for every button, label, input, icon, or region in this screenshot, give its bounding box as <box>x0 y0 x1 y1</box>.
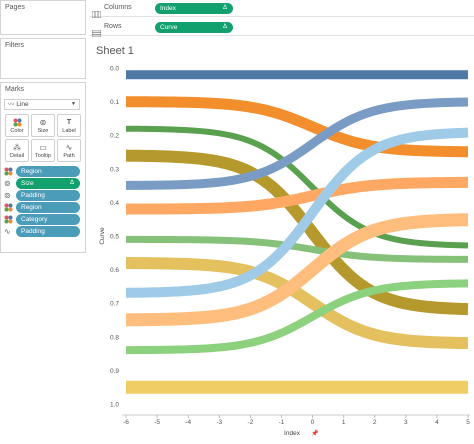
curve-line-4[interactable] <box>125 149 469 316</box>
region-pill[interactable]: Region <box>16 166 80 177</box>
padding-pill[interactable]: Padding <box>16 190 80 201</box>
marks-field-category[interactable]: Category <box>4 214 80 225</box>
curve-line-10[interactable] <box>125 213 469 327</box>
index-pill[interactable]: Index Δ <box>155 3 233 14</box>
size-button[interactable]: ⊚ Size <box>31 114 55 137</box>
color-icon <box>4 167 13 176</box>
color-icon <box>4 215 13 224</box>
color-button-label: Color <box>10 128 24 134</box>
path-button[interactable]: ∿ Path <box>57 139 81 162</box>
x-tick-label: 5 <box>466 419 470 426</box>
mark-type-label: Line <box>16 101 29 108</box>
curve-line-11[interactable] <box>125 279 469 355</box>
detail-button[interactable]: ⁂ Detail <box>5 139 29 162</box>
label-button-label: Label <box>62 128 76 134</box>
tooltip-icon: ▭ <box>39 143 47 152</box>
x-tick-label: -6 <box>123 419 129 426</box>
x-tick-label: 0 <box>311 419 315 426</box>
rows-shelf[interactable]: Rows Curve Δ <box>89 19 474 38</box>
y-tick-label: 0.9 <box>110 368 119 375</box>
marks-field-region-color[interactable]: Region <box>4 166 80 177</box>
x-tick-label: -1 <box>279 419 285 426</box>
tooltip-button[interactable]: ▭ Tooltip <box>31 139 55 162</box>
curve-line-7[interactable] <box>126 235 469 263</box>
chevron-down-icon: ▼ <box>71 101 76 107</box>
marks-field-size[interactable]: ⊚ Size Δ <box>4 178 80 189</box>
delta-icon: Δ <box>222 5 227 11</box>
marks-field-region-detail[interactable]: Region <box>4 202 80 213</box>
sheet-title: Sheet 1 <box>96 45 134 57</box>
curve-line-2[interactable] <box>125 96 469 158</box>
y-tick-label: 0.7 <box>110 301 119 308</box>
color-icon <box>6 118 28 127</box>
x-axis: -6 -5 -4 -3 -2 -1 0 1 2 3 4 5 <box>123 415 470 426</box>
color-button[interactable]: Color <box>5 114 29 137</box>
detail-icon: ⁂ <box>13 143 21 152</box>
label-button[interactable]: T Label <box>57 114 81 137</box>
x-tick-label: -3 <box>216 419 222 426</box>
path-icon: ∿ <box>65 143 73 152</box>
y-tick-label: 0.1 <box>110 99 119 106</box>
x-tick-label: -2 <box>247 419 253 426</box>
curve-line-8[interactable] <box>125 257 469 350</box>
index-pill-label: Index <box>160 5 176 12</box>
label-icon: T <box>66 119 72 126</box>
y-tick-label: 0.2 <box>110 133 119 140</box>
pages-panel[interactable]: Pages <box>0 0 86 35</box>
y-tick-label: 0.3 <box>110 166 119 173</box>
columns-label: Columns <box>104 4 132 11</box>
y-tick-label: 1.0 <box>110 402 119 409</box>
x-tick-label: 3 <box>404 419 408 426</box>
mark-type-dropdown[interactable]: 〰 Line ▼ <box>4 99 80 110</box>
line-mark-icon: 〰 <box>8 101 15 108</box>
path-icon: ∿ <box>4 227 11 236</box>
pages-title: Pages <box>5 4 25 11</box>
region-pill[interactable]: Region <box>16 202 80 213</box>
y-tick-label: 0.0 <box>110 66 119 73</box>
x-tick-label: 1 <box>342 419 346 426</box>
size-pill-label: Size <box>21 180 34 187</box>
size-icon: ⊚ <box>4 191 11 200</box>
x-tick-label: -4 <box>185 419 191 426</box>
path-button-label: Path <box>63 153 75 159</box>
y-axis-label: Curve <box>99 227 106 245</box>
columns-shelf[interactable]: Columns Index Δ <box>89 0 474 19</box>
x-axis-label: Index <box>284 430 301 437</box>
x-tick-label: 2 <box>373 419 377 426</box>
curve-line-3[interactable] <box>125 125 469 249</box>
size-pill[interactable]: Size Δ <box>16 178 80 189</box>
y-tick-label: 0.5 <box>110 234 119 241</box>
x-tick-label: -5 <box>154 419 160 426</box>
category-pill[interactable]: Category <box>16 214 80 225</box>
filters-title: Filters <box>5 42 25 49</box>
curve-line-5[interactable] <box>125 97 469 190</box>
filters-panel[interactable]: Filters <box>0 38 86 79</box>
delta-icon: Δ <box>69 180 74 186</box>
size-icon: ⊚ <box>4 179 11 188</box>
curve-pill[interactable]: Curve Δ <box>155 22 233 33</box>
x-tick-label: 4 <box>435 419 439 426</box>
x-axis-pin-icon: 📌 <box>311 429 319 437</box>
size-icon: ⊚ <box>39 118 47 127</box>
y-tick-label: 0.6 <box>110 267 119 274</box>
y-axis: 0.0 0.1 0.2 0.3 0.4 0.5 0.6 0.7 0.8 0.9 1.0 <box>110 66 119 409</box>
detail-button-label: Detail <box>9 153 25 159</box>
curve-pill-label: Curve <box>160 24 178 31</box>
curve-line-9[interactable] <box>125 127 469 298</box>
curve-series-group <box>125 70 469 394</box>
size-button-label: Size <box>37 128 49 134</box>
delta-icon: Δ <box>222 24 227 30</box>
y-tick-label: 0.8 <box>110 334 119 341</box>
marks-field-padding-path[interactable]: ∿ Padding <box>4 226 80 237</box>
y-tick-label: 0.4 <box>110 200 119 207</box>
marks-field-padding-size[interactable]: ⊚ Padding <box>4 190 80 201</box>
tooltip-button-label: Tooltip <box>35 153 51 159</box>
marks-title: Marks <box>5 86 25 93</box>
padding-pill[interactable]: Padding <box>16 226 80 237</box>
rows-label: Rows <box>104 23 122 30</box>
curve-line-6[interactable] <box>125 176 469 215</box>
color-icon <box>4 203 13 212</box>
